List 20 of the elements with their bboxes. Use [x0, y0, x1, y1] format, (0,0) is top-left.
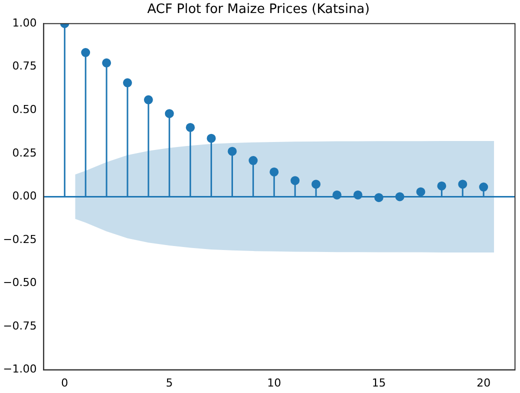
point	[290, 176, 300, 186]
point	[353, 190, 362, 200]
y-tick-label: 0.25	[12, 146, 37, 160]
y-tick-label: 0.75	[12, 60, 37, 73]
x-tick-label: 15	[372, 376, 386, 390]
point	[395, 192, 404, 202]
x-tick-label: 0	[61, 376, 68, 390]
y-tick-label: −0.50	[2, 276, 37, 290]
x-tick-label: 10	[267, 376, 282, 390]
point	[332, 190, 342, 200]
y-tick-label: −0.75	[2, 319, 37, 332]
chart-title: ACF Plot for Maize Prices (Katsina)	[147, 2, 370, 18]
x-tick-label: 5	[166, 376, 173, 390]
y-tick-label: 0.00	[12, 190, 37, 203]
y-tick-label: 0.50	[12, 103, 37, 116]
y-tick-label: 1.00	[12, 16, 37, 30]
y-tick-label: −0.25	[2, 232, 37, 246]
point	[374, 193, 384, 202]
y-tick-label: −1.00	[2, 362, 37, 376]
x-tick-label: 20	[476, 376, 491, 390]
